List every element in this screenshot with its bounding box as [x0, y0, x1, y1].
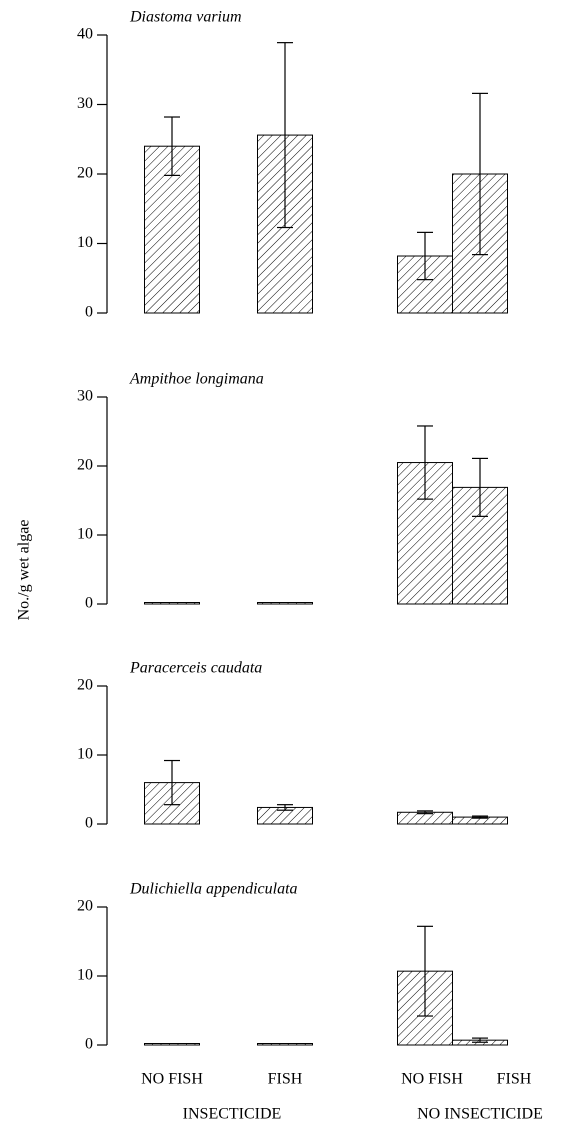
group-label: INSECTICIDE — [183, 1106, 282, 1123]
panel-title: Dulichiella appendiculata — [129, 881, 298, 898]
y-tick-label: 10 — [77, 746, 93, 763]
bar — [258, 603, 313, 605]
panel-title: Diastoma varium — [129, 9, 242, 26]
panel-title: Paracerceis caudata — [129, 660, 262, 677]
y-tick-label: 10 — [77, 234, 93, 251]
x-tick-label: FISH — [497, 1071, 532, 1088]
x-tick-label: NO FISH — [141, 1071, 203, 1088]
panel-title: Ampithoe longimana — [129, 371, 264, 388]
y-tick-label: 40 — [77, 26, 93, 43]
bar — [145, 1044, 200, 1046]
x-tick-label: FISH — [268, 1071, 303, 1088]
y-tick-label: 0 — [85, 304, 93, 321]
y-tick-label: 20 — [77, 898, 93, 915]
bar — [145, 603, 200, 605]
y-tick-label: 20 — [77, 457, 93, 474]
y-tick-label: 20 — [77, 677, 93, 694]
y-axis-label: No./g wet algae — [16, 520, 33, 621]
x-tick-label: NO FISH — [401, 1071, 463, 1088]
y-tick-label: 30 — [77, 388, 93, 405]
chart: No./g wet algae NO FISH FISH NO FISH FIS… — [0, 0, 578, 1128]
y-tick-label: 10 — [77, 967, 93, 984]
y-tick-label: 30 — [77, 95, 93, 112]
bar — [258, 1044, 313, 1046]
y-tick-label: 0 — [85, 1036, 93, 1053]
group-label: NO INSECTICIDE — [417, 1106, 543, 1123]
y-tick-label: 0 — [85, 815, 93, 832]
y-tick-label: 0 — [85, 595, 93, 612]
y-tick-label: 10 — [77, 526, 93, 543]
y-tick-label: 20 — [77, 165, 93, 182]
